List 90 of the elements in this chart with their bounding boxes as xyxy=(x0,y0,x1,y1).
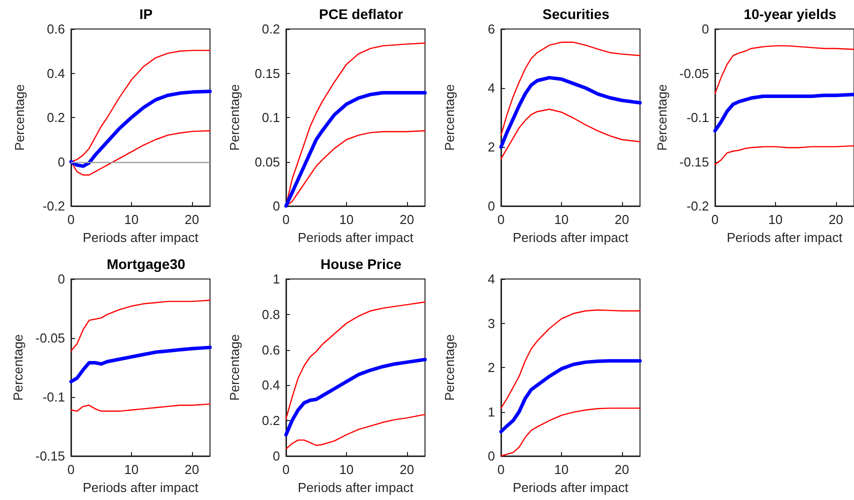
y-tick-label: 0 xyxy=(272,448,280,464)
line-series xyxy=(499,76,642,149)
y-axis-title: Percentage xyxy=(654,84,670,151)
y-tick-label: 0 xyxy=(58,272,65,286)
y-tick-label: 3 xyxy=(488,316,495,331)
y-axis-title: Percentage xyxy=(442,84,457,151)
y-tick-label: -0.05 xyxy=(35,330,65,346)
x-tick-label: 0 xyxy=(67,462,75,477)
x-tick-label: 0 xyxy=(497,212,505,227)
y-tick-label: -0.2 xyxy=(42,198,65,214)
x-tick-label: 0 xyxy=(67,212,75,227)
y-tick-label: 0.05 xyxy=(254,154,280,170)
y-tick-label: 0.2 xyxy=(46,110,65,125)
y-tick-label: 0.15 xyxy=(254,66,280,81)
x-tick-label: 10 xyxy=(339,462,354,477)
y-tick-label: 4 xyxy=(488,272,495,286)
y-tick-label: 2 xyxy=(488,140,495,154)
y-tick-label: 0 xyxy=(488,198,495,214)
y-axis-title: Percentage xyxy=(10,334,26,401)
x-tick-label: 10 xyxy=(339,212,354,227)
x-tick-label: 10 xyxy=(554,212,569,227)
chart-title: Securities xyxy=(542,6,610,22)
y-tick-label: -0.15 xyxy=(679,154,709,170)
x-tick-label: 20 xyxy=(828,212,844,227)
line-series xyxy=(500,309,641,409)
line-series xyxy=(713,92,854,133)
line-series xyxy=(714,145,854,166)
y-tick-label: -0.05 xyxy=(679,66,709,81)
y-tick-label: 6 xyxy=(488,22,495,36)
x-axis-title: Periods after impact xyxy=(512,230,629,245)
y-tick-label: 0.2 xyxy=(262,413,280,428)
y-tick-label: 0.1 xyxy=(262,110,280,125)
y-tick-label: 0 xyxy=(58,154,65,170)
chart-title: Mortgage30 xyxy=(106,256,186,272)
y-tick-label: 0.6 xyxy=(262,342,280,358)
line-series xyxy=(69,90,212,168)
x-tick-label: 10 xyxy=(124,462,139,477)
x-axis-title: Periods after impact xyxy=(82,230,199,245)
line-series xyxy=(285,301,426,420)
y-tick-label: 0 xyxy=(702,22,709,36)
y-axis-title: Percentage xyxy=(12,84,27,151)
y-tick-label: 1 xyxy=(488,404,495,420)
y-tick-label: 0.4 xyxy=(46,66,65,81)
x-tick-label: 20 xyxy=(400,212,414,227)
x-tick-label: 10 xyxy=(124,212,139,227)
y-tick-label: -0.15 xyxy=(35,448,65,464)
line-series xyxy=(69,346,212,384)
x-tick-label: 0 xyxy=(711,212,719,227)
x-tick-label: 20 xyxy=(184,462,200,477)
y-tick-label: 0.6 xyxy=(46,22,65,36)
y-tick-label: 1 xyxy=(272,272,280,286)
x-axis-title: Periods after impact xyxy=(298,230,414,245)
line-series xyxy=(499,359,642,434)
y-tick-label: 0.2 xyxy=(262,22,280,36)
line-series xyxy=(284,358,427,437)
x-axis-title: Periods after impact xyxy=(82,480,199,495)
y-tick-label: 4 xyxy=(488,80,495,96)
y-tick-label: 0 xyxy=(488,448,495,464)
x-tick-label: 20 xyxy=(614,212,630,227)
y-tick-label: 2 xyxy=(488,360,495,375)
x-tick-label: 20 xyxy=(614,462,630,477)
x-tick-label: 10 xyxy=(768,212,783,227)
line-series xyxy=(500,42,641,136)
x-tick-label: 20 xyxy=(184,212,200,227)
line-series xyxy=(714,45,854,94)
line-series xyxy=(285,414,426,450)
chart-title: IP xyxy=(139,6,153,22)
line-series xyxy=(500,108,641,160)
chart-title: House Price xyxy=(320,256,402,272)
y-axis-title: Percentage xyxy=(227,84,242,151)
y-tick-label: 0.8 xyxy=(262,306,280,322)
line-series xyxy=(70,403,211,412)
y-tick-label: 0 xyxy=(272,198,280,214)
x-axis-title: Periods after impact xyxy=(726,230,843,245)
x-axis-title: Periods after impact xyxy=(298,480,414,495)
y-tick-label: -0.1 xyxy=(686,110,709,125)
chart-title: 10-year yields xyxy=(744,6,837,22)
x-axis-title: Periods after impact xyxy=(512,480,629,495)
chart-title: PCE deflator xyxy=(318,6,404,22)
y-axis-title: Percentage xyxy=(227,334,242,401)
line-series xyxy=(70,300,211,352)
x-tick-label: 0 xyxy=(282,212,290,227)
x-tick-label: 10 xyxy=(554,462,569,477)
y-axis-title: Percentage xyxy=(442,334,457,401)
x-tick-label: 0 xyxy=(282,462,290,477)
y-tick-label: -0.1 xyxy=(42,390,65,404)
x-tick-label: 20 xyxy=(400,462,414,477)
y-tick-label: 0.4 xyxy=(262,378,280,393)
x-tick-label: 0 xyxy=(497,462,505,477)
y-tick-label: -0.2 xyxy=(686,198,709,214)
